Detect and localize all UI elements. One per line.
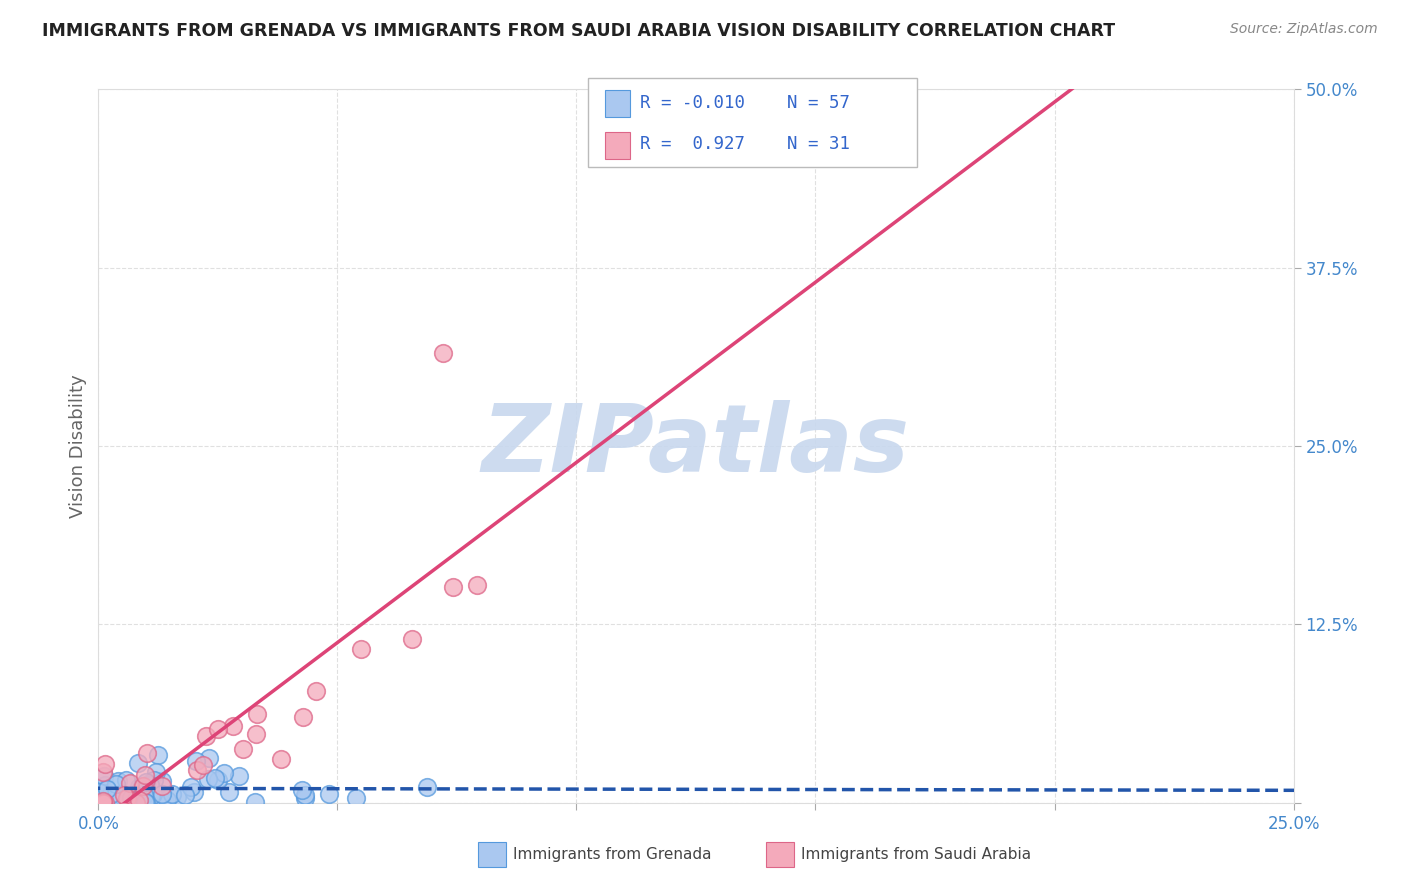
Point — [191, 758, 214, 772]
Point — [91, 796, 114, 810]
Point — [132, 780, 155, 794]
Point — [135, 796, 157, 810]
Point — [270, 752, 292, 766]
Point — [115, 790, 138, 805]
Point — [87, 784, 110, 798]
Point — [243, 795, 266, 809]
Point — [195, 729, 218, 743]
Point — [150, 787, 173, 801]
Point — [91, 794, 114, 808]
Point — [134, 788, 156, 802]
Point — [128, 780, 150, 794]
Point — [115, 772, 138, 787]
Text: IMMIGRANTS FROM GRENADA VS IMMIGRANTS FROM SAUDI ARABIA VISION DISABILITY CORREL: IMMIGRANTS FROM GRENADA VS IMMIGRANTS FR… — [42, 22, 1115, 40]
Point — [100, 787, 122, 801]
Point — [441, 580, 464, 594]
Point — [120, 791, 142, 805]
Point — [416, 780, 439, 794]
Point — [183, 785, 205, 799]
Point — [214, 766, 236, 780]
Text: R =  0.927    N = 31: R = 0.927 N = 31 — [640, 136, 849, 153]
Point — [94, 796, 117, 810]
Point — [186, 763, 208, 777]
Point — [142, 787, 165, 801]
Point — [127, 756, 149, 770]
Text: Immigrants from Grenada: Immigrants from Grenada — [513, 847, 711, 862]
Point — [90, 794, 112, 808]
Y-axis label: Vision Disability: Vision Disability — [69, 374, 87, 518]
Point — [432, 346, 454, 360]
Point — [218, 785, 240, 799]
Point — [292, 709, 315, 723]
Point — [222, 719, 245, 733]
Point — [136, 779, 159, 793]
Point — [207, 723, 229, 737]
Point — [134, 795, 156, 809]
Point — [107, 774, 129, 789]
Point — [294, 790, 316, 805]
Point — [465, 578, 488, 592]
Point — [350, 641, 373, 656]
Point — [104, 777, 127, 791]
Point — [139, 778, 162, 792]
Point — [94, 757, 117, 772]
Point — [294, 789, 316, 803]
Point — [186, 755, 208, 769]
Point — [228, 769, 250, 783]
Point — [91, 764, 114, 779]
Point — [108, 787, 131, 801]
Point — [118, 775, 141, 789]
Point — [344, 790, 367, 805]
Point — [291, 783, 314, 797]
Point — [204, 772, 226, 786]
Point — [117, 794, 139, 808]
Text: Immigrants from Saudi Arabia: Immigrants from Saudi Arabia — [801, 847, 1032, 862]
Point — [146, 747, 169, 762]
Text: R = -0.010    N = 57: R = -0.010 N = 57 — [640, 94, 849, 112]
Point — [136, 746, 159, 760]
Point — [318, 787, 340, 801]
Point — [198, 751, 221, 765]
Point — [207, 773, 229, 788]
Point — [197, 772, 219, 786]
Point — [153, 795, 176, 809]
Point — [150, 779, 173, 793]
Point — [91, 796, 114, 810]
Point — [141, 789, 163, 804]
Point — [94, 783, 117, 797]
Text: Source: ZipAtlas.com: Source: ZipAtlas.com — [1230, 22, 1378, 37]
Point — [150, 774, 173, 789]
Point — [160, 787, 183, 801]
Point — [93, 769, 115, 783]
Point — [305, 683, 328, 698]
Point — [139, 776, 162, 790]
Point — [128, 793, 150, 807]
Point — [127, 795, 149, 809]
Point — [125, 793, 148, 807]
Point — [232, 742, 254, 756]
Point — [94, 778, 117, 792]
Point — [245, 707, 267, 722]
Point — [112, 789, 135, 803]
Point — [125, 796, 148, 810]
Point — [148, 790, 170, 805]
Point — [96, 782, 118, 797]
Point — [145, 764, 167, 779]
Point — [135, 775, 157, 789]
Point — [110, 790, 132, 805]
Point — [143, 772, 166, 787]
Point — [245, 727, 267, 741]
Point — [401, 632, 423, 646]
Point — [156, 793, 179, 807]
Point — [180, 780, 202, 795]
Point — [174, 788, 197, 802]
Text: ZIPatlas: ZIPatlas — [482, 400, 910, 492]
Point — [166, 789, 188, 804]
Point — [134, 768, 156, 782]
Point — [128, 787, 150, 801]
Point — [114, 792, 136, 806]
